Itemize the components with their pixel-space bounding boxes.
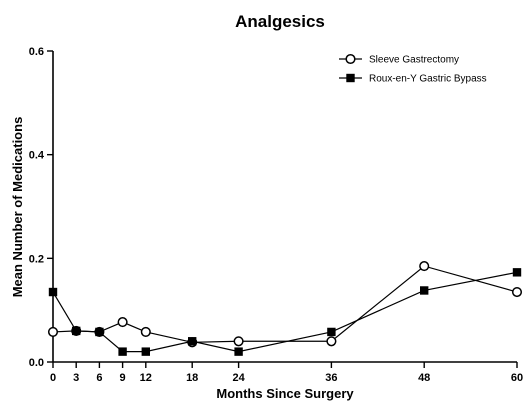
- data-point: [233, 336, 244, 347]
- data-point: [327, 327, 336, 337]
- x-tick-label: 6: [96, 372, 102, 384]
- data-point: [95, 327, 104, 337]
- x-tick-label: 0: [50, 372, 56, 384]
- x-tick-label: 60: [511, 372, 523, 384]
- x-tick-label: 36: [325, 372, 337, 384]
- data-point: [420, 286, 429, 295]
- series-line: [52, 265, 518, 343]
- y-tick-label: 0.4: [29, 150, 45, 162]
- legend-label: Roux-en-Y Gastric Bypass: [369, 74, 487, 85]
- x-tick-label: 48: [418, 372, 430, 384]
- data-point: [141, 347, 150, 356]
- y-tick-label: 0.0: [29, 357, 44, 369]
- y-tick-label: 0.6: [29, 46, 44, 58]
- data-point: [47, 326, 59, 337]
- legend: Sleeve Gastrectomy Roux-en-Y Gastric Bypa…: [339, 53, 487, 85]
- data-point: [117, 317, 128, 328]
- data-point: [234, 347, 243, 356]
- series-line: [52, 271, 518, 353]
- y-axis-title: Mean Number of Medications: [10, 117, 25, 298]
- data-point: [511, 286, 523, 298]
- x-axis-title: Months Since Surgery: [216, 386, 354, 401]
- data-point: [72, 326, 81, 336]
- x-tick-label: 18: [186, 372, 198, 384]
- series-0: [47, 261, 523, 348]
- legend-label: Sleeve Gastrectomy: [369, 55, 459, 66]
- x-tick-label: 3: [73, 372, 79, 384]
- data-point: [419, 261, 430, 272]
- axes: 0.00.20.40.60 3 6 9 12 18 24 36 48 60: [29, 46, 523, 384]
- series-layer: [47, 261, 523, 356]
- legend-marker: [346, 73, 355, 83]
- x-tick-label: 12: [140, 372, 152, 384]
- series-1: [48, 268, 522, 356]
- x-tick-label: 9: [120, 372, 126, 384]
- data-point: [512, 268, 522, 277]
- data-point: [140, 326, 151, 337]
- chart-title: Analgesics: [235, 12, 325, 31]
- data-point: [188, 337, 197, 346]
- y-tick-label: 0.2: [29, 253, 44, 265]
- data-point: [326, 336, 337, 347]
- legend-item: Roux-en-Y Gastric Bypass: [339, 74, 487, 85]
- data-point: [48, 287, 58, 297]
- legend-item: Sleeve Gastrectomy: [339, 53, 459, 66]
- legend-marker: [345, 53, 356, 65]
- data-point: [118, 347, 127, 356]
- x-tick-label: 24: [232, 372, 245, 384]
